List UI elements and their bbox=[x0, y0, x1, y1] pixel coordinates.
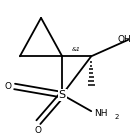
Text: 2: 2 bbox=[115, 114, 119, 120]
Text: &1: &1 bbox=[71, 47, 80, 52]
Text: S: S bbox=[59, 90, 66, 100]
Text: NH: NH bbox=[94, 109, 107, 118]
Text: O: O bbox=[35, 126, 42, 135]
Text: O: O bbox=[4, 82, 12, 91]
Text: OH: OH bbox=[118, 35, 131, 44]
